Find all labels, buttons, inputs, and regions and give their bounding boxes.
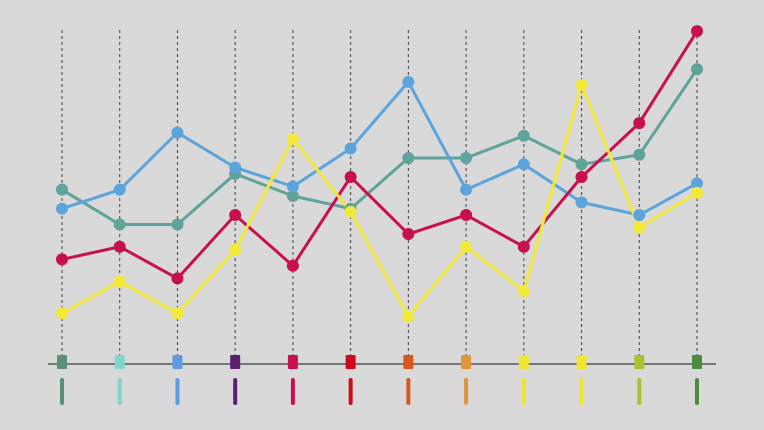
series-3-point-9: [517, 240, 530, 253]
series-3-point-10: [575, 170, 588, 183]
series-2-point-12: [691, 177, 703, 190]
series-4-point-3: [171, 307, 184, 320]
series-points: [56, 25, 703, 323]
series-2-point-4: [229, 161, 242, 174]
category-marker-square-1: [57, 355, 67, 369]
series-4-point-9: [517, 285, 530, 298]
series-2-point-1: [56, 202, 68, 215]
series-4-point-8: [460, 240, 473, 253]
series-line-3: [61, 30, 699, 280]
series-2-point-8: [460, 183, 473, 196]
category-marker-square-12: [692, 355, 702, 369]
series-3-point-3: [171, 272, 184, 285]
category-marker-square-11: [634, 355, 645, 369]
category-markers: [57, 355, 702, 405]
series-2-point-9: [517, 158, 530, 171]
series-1-point-7: [402, 151, 415, 164]
series-1-point-9: [517, 129, 530, 142]
category-marker-square-9: [518, 355, 529, 369]
series-3-point-12: [691, 25, 703, 38]
grid-lines: [61, 30, 698, 364]
series-3-point-6: [344, 170, 357, 183]
category-marker-square-3: [172, 355, 183, 369]
series-1-point-11: [633, 148, 646, 161]
series-2-point-5: [286, 180, 299, 193]
series-1-point-5: [286, 190, 299, 203]
series-4-point-6: [344, 205, 357, 218]
category-marker-square-2: [114, 355, 125, 369]
series-1-point-3: [171, 218, 184, 231]
category-marker-square-8: [461, 355, 472, 369]
series-4-point-1: [56, 307, 68, 320]
series-3-point-2: [113, 240, 126, 253]
series-1-point-2: [113, 218, 126, 231]
series-4-point-12: [691, 186, 703, 199]
category-marker-square-6: [345, 355, 356, 369]
series-1-point-1: [56, 183, 68, 196]
series-4-point-10: [575, 79, 588, 92]
series-4-point-4: [229, 243, 242, 256]
category-marker-square-5: [287, 355, 298, 369]
series-2-point-2: [113, 183, 126, 196]
series-1-point-10: [575, 158, 588, 171]
category-marker-square-10: [576, 355, 587, 369]
series-line-1: [61, 68, 699, 227]
series-3-point-7: [402, 228, 415, 241]
series-4-point-2: [113, 275, 126, 288]
series-2-point-10: [575, 196, 588, 209]
series-3-point-8: [460, 209, 473, 222]
category-marker-square-7: [403, 355, 414, 369]
series-3-point-1: [56, 253, 68, 266]
series-4-point-7: [402, 310, 415, 323]
series-4-point-5: [286, 132, 299, 145]
series-2-point-6: [344, 142, 357, 155]
category-marker-square-4: [230, 355, 241, 369]
series-3-point-5: [286, 259, 299, 272]
series-2-point-11: [633, 209, 646, 222]
series-1-point-12: [691, 63, 703, 76]
series-line-2: [61, 80, 698, 217]
series-2-point-3: [171, 126, 184, 139]
series-2-point-7: [402, 75, 415, 88]
series-lines: [61, 30, 699, 318]
series-line-4: [61, 83, 698, 318]
series-1-point-8: [460, 151, 473, 164]
series-4-point-11: [633, 221, 646, 234]
series-3-point-11: [633, 117, 646, 130]
series-3-point-4: [229, 209, 242, 222]
